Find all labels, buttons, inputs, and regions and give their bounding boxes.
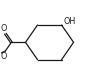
Text: O: O (1, 52, 7, 61)
Text: O: O (1, 24, 7, 33)
Text: OH: OH (64, 17, 76, 26)
